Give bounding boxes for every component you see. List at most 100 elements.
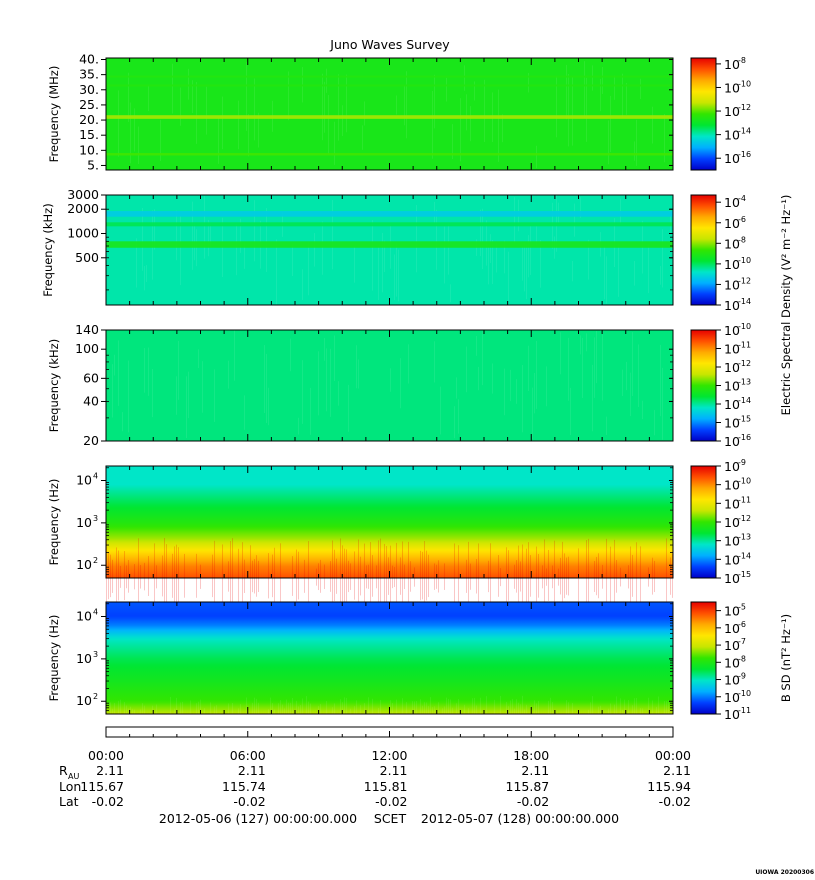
colorbar: [690, 57, 717, 171]
colorbar-tick-exponent: -4: [738, 194, 746, 203]
y-axis-label: Frequency (Hz): [47, 479, 61, 566]
colorbar-tick-exponent: -9: [738, 672, 746, 681]
colorbar-tick-label: 10: [724, 459, 740, 474]
y-tick-label: 10: [76, 609, 92, 624]
ephemeris-row-label: Lon: [59, 779, 81, 794]
y-tick-label: 10: [76, 515, 92, 530]
panel-1: 5.10.15.20.25.30.35.40. Frequency (MHz) 10…: [47, 52, 751, 173]
emission-band-3: [106, 84, 673, 87]
colorbar-tick-label: 10: [724, 104, 740, 119]
colorbar-tick-label: 10: [724, 216, 740, 231]
colorbar-tick-label: 10: [724, 323, 740, 338]
colorbar-tick-exponent: -12: [738, 514, 751, 523]
ephemeris-row-label: Lat: [59, 794, 79, 809]
colorbar-tick-exponent: -12: [738, 359, 751, 368]
y-tick-label: 500: [75, 250, 99, 265]
emission-band-2: [106, 222, 673, 227]
y-tick-label: 40.: [79, 52, 99, 67]
colorbar-tick-label: 10: [724, 690, 740, 705]
colorbar-tick-label: 10: [724, 571, 740, 586]
colorbar-tick-label: 10: [724, 673, 740, 688]
y-tick-label: 3000: [67, 187, 99, 202]
footer-scet-label: SCET: [374, 811, 407, 826]
colorbar-tick-label: 10: [724, 552, 740, 567]
ephemeris-row-label: R: [59, 763, 68, 778]
colorbar-tick-exponent: -11: [738, 341, 751, 350]
colorbar-tick-exponent: -11: [738, 706, 751, 715]
colorbar-tick-exponent: -6: [738, 620, 746, 629]
colorbar: [690, 465, 717, 579]
colorbar-tick-exponent: -10: [738, 79, 751, 88]
colorbar: [690, 194, 717, 306]
y-tick-label: 35.: [79, 67, 99, 82]
ephemeris-value: -0.02: [517, 794, 549, 809]
spectrogram-image: [106, 330, 673, 441]
ephemeris-value: -0.02: [375, 794, 407, 809]
ephemeris-value: -0.02: [659, 794, 691, 809]
colorbar-label: Electric Spectral Density (V² m⁻² Hz⁻¹): [779, 195, 793, 416]
colorbar-tick-label: 10: [724, 80, 740, 95]
colorbar-tick-label: 10: [724, 397, 740, 412]
y-tick-exponent: 4: [93, 608, 98, 617]
colorbar-tick-label: 10: [724, 57, 740, 72]
colorbar-tick-exponent: -10: [738, 322, 751, 331]
ephemeris-value: 115.81: [364, 779, 408, 794]
colorbar-tick-exponent: -12: [738, 103, 751, 112]
ephemeris-value: -0.02: [92, 794, 124, 809]
ephemeris-value: 115.94: [647, 779, 691, 794]
colorbar-tick-label: 10: [724, 151, 740, 166]
emission-band-1: [106, 115, 673, 119]
colorbar-tick-label: 10: [724, 379, 740, 394]
colorbar-tick-label: 10: [724, 236, 740, 251]
colorbar-tick-label: 10: [724, 277, 740, 292]
colorbar-tick-label: 10: [724, 416, 740, 431]
y-tick-label: 140: [75, 322, 99, 337]
y-tick-label: 60: [83, 370, 99, 385]
colorbar-tick-exponent: -8: [738, 235, 746, 244]
colorbar-tick-label: 10: [724, 621, 740, 636]
colorbar-tick-exponent: -14: [738, 297, 751, 306]
ephemeris-value: 2.11: [521, 763, 549, 778]
y-tick-label: 10.: [79, 142, 99, 157]
colorbar-tick-label: 10: [724, 195, 740, 210]
colorbar-tick-exponent: -13: [738, 378, 751, 387]
emission-band-2: [106, 153, 673, 156]
time-tick-label: 00:00: [655, 748, 691, 763]
colorbar-tick-exponent: -8: [738, 654, 746, 663]
y-tick-exponent: 4: [93, 472, 98, 481]
y-axis-label: Frequency (kHz): [47, 339, 61, 432]
colorbar-tick-label: 10: [724, 515, 740, 530]
y-tick-label: 40: [83, 393, 99, 408]
y-tick-label: 20: [83, 433, 99, 448]
colorbar-tick-label: 10: [724, 655, 740, 670]
colorbar-tick-exponent: -12: [738, 276, 751, 285]
ephemeris-value: 2.11: [380, 763, 408, 778]
y-tick-label: 100: [75, 341, 99, 356]
ephemeris-value: -0.02: [233, 794, 265, 809]
colorbar-tick-exponent: -5: [738, 603, 746, 612]
y-tick-label: 20.: [79, 112, 99, 127]
spectrogram-texture: [118, 61, 665, 169]
footer: 2012-05-06 (127) 00:00:00.000 SCET 2012-…: [159, 811, 619, 826]
ephemeris-value: 115.67: [80, 779, 124, 794]
colorbar-tick-label: 10: [724, 707, 740, 722]
colorbar-tick-label: 10: [724, 496, 740, 511]
y-tick-label: 10: [76, 557, 92, 572]
emission-band-1: [106, 241, 673, 248]
ephemeris-value: 2.11: [663, 763, 691, 778]
time-tick-label: 18:00: [513, 748, 549, 763]
colorbar-tick-exponent: -14: [738, 127, 751, 136]
y-axis-label: Frequency (Hz): [47, 615, 61, 702]
y-tick-exponent: 2: [93, 692, 98, 701]
emission-band-4: [106, 75, 673, 78]
colorbar-tick-label: 10: [724, 534, 740, 549]
colorbar-tick-label: 10: [724, 360, 740, 375]
y-tick-exponent: 3: [93, 514, 98, 523]
y-tick-label: 1000: [67, 226, 99, 241]
ephemeris-row-label-sub: AU: [68, 772, 79, 781]
